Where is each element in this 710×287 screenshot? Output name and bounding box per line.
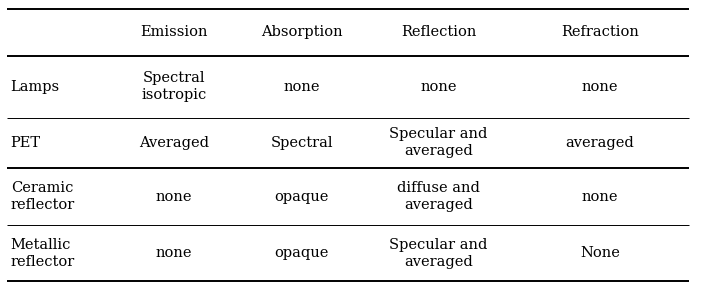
Text: Ceramic
reflector: Ceramic reflector xyxy=(11,181,75,212)
Text: none: none xyxy=(283,80,320,94)
Text: none: none xyxy=(420,80,457,94)
Text: opaque: opaque xyxy=(275,190,329,203)
Text: Lamps: Lamps xyxy=(11,80,60,94)
Text: Specular and
averaged: Specular and averaged xyxy=(389,127,488,158)
Text: Averaged: Averaged xyxy=(139,136,209,150)
Text: opaque: opaque xyxy=(275,246,329,260)
Text: Reflection: Reflection xyxy=(400,25,476,39)
Text: Specular and
averaged: Specular and averaged xyxy=(389,238,488,269)
Text: none: none xyxy=(155,190,192,203)
Text: None: None xyxy=(580,246,620,260)
Text: Emission: Emission xyxy=(140,25,208,39)
Text: none: none xyxy=(581,190,618,203)
Text: none: none xyxy=(581,80,618,94)
Text: none: none xyxy=(155,246,192,260)
Text: Metallic
reflector: Metallic reflector xyxy=(11,238,75,269)
Text: Refraction: Refraction xyxy=(561,25,639,39)
Text: Spectral: Spectral xyxy=(271,136,333,150)
Text: Absorption: Absorption xyxy=(261,25,342,39)
Text: PET: PET xyxy=(11,136,40,150)
Text: averaged: averaged xyxy=(566,136,634,150)
Text: diffuse and
averaged: diffuse and averaged xyxy=(397,181,480,212)
Text: Spectral
isotropic: Spectral isotropic xyxy=(141,71,207,102)
